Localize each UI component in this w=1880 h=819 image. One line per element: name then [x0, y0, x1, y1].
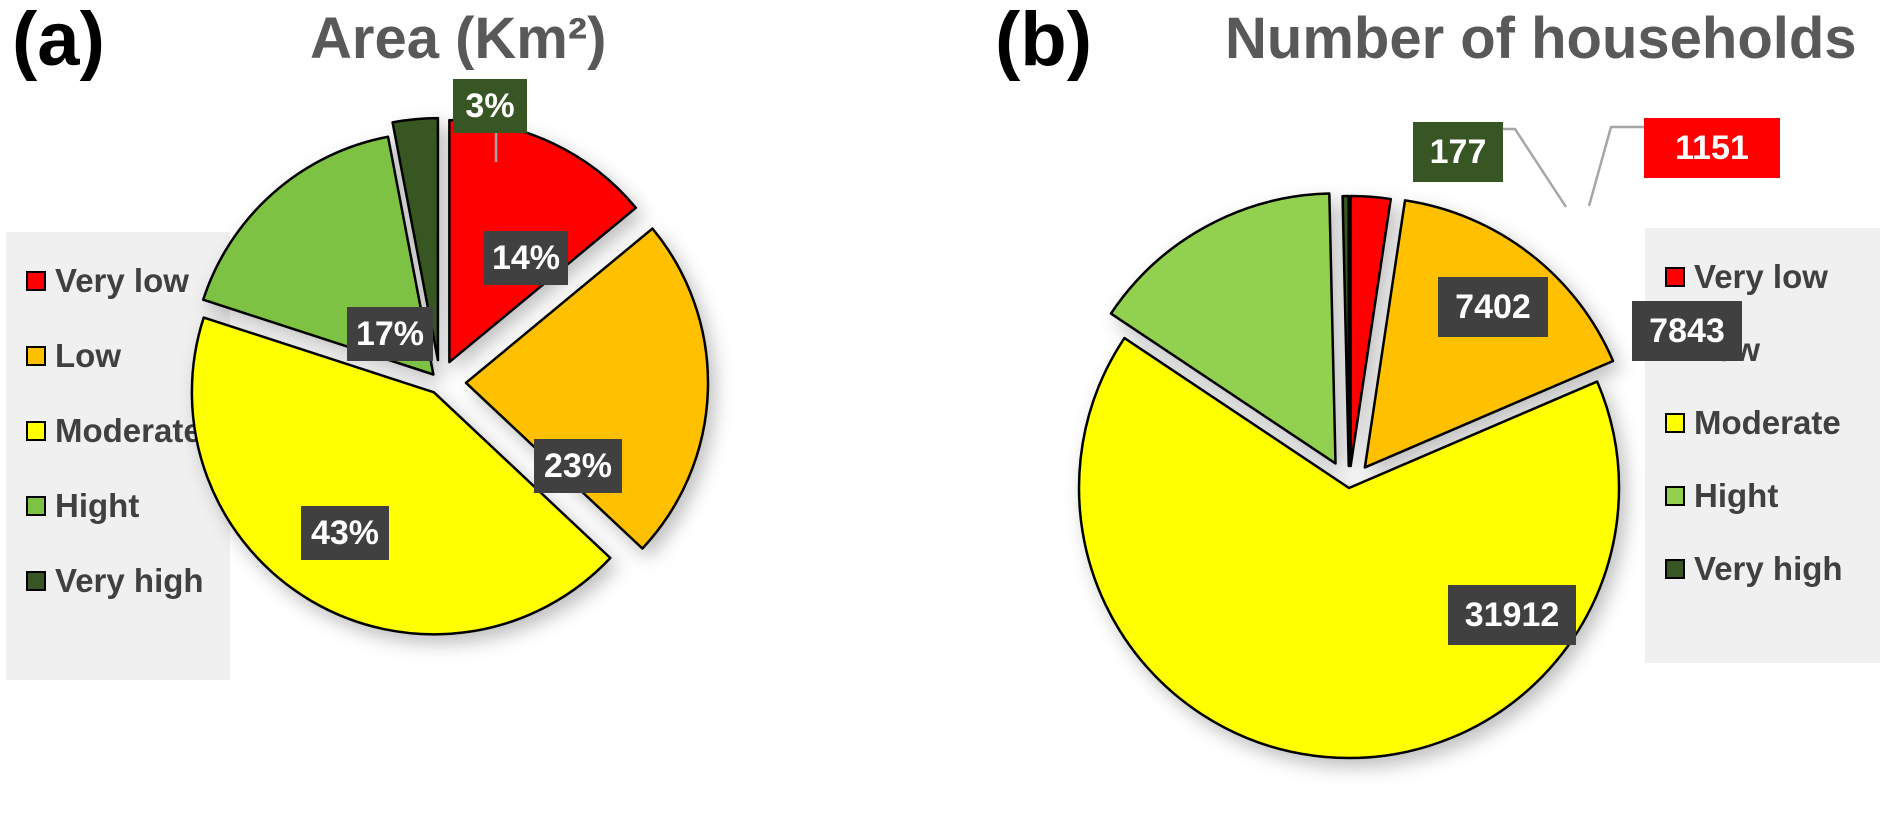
legend-swatch: [1665, 267, 1685, 287]
data-label-text: 1151: [1675, 129, 1749, 167]
data-label-box: [347, 307, 433, 361]
data-label-box: [534, 439, 622, 493]
panel-letter: (b): [995, 0, 1093, 82]
legend-item-hight: Hight: [1665, 477, 1778, 515]
pie-slice-very-high: [391, 116, 440, 362]
panel-letter: (a): [12, 0, 105, 82]
legend-swatch: [1665, 559, 1685, 579]
legend-label: Very low: [55, 262, 189, 299]
legend-label: Hight: [1694, 477, 1779, 514]
legend-item-very-high: Very high: [26, 562, 204, 600]
data-label-box: [1448, 585, 1576, 645]
legend-label: Low: [55, 337, 121, 374]
pie-chart-area: 14% 23% 43% 17% 3%: [190, 79, 710, 636]
data-label-text: 23%: [544, 447, 612, 485]
legend-label: Very high: [55, 562, 204, 599]
legend-swatch: [26, 346, 46, 366]
data-label-low: 7843: [1632, 301, 1742, 361]
legend-swatch: [26, 496, 46, 516]
pie-chart-households: 1151 7843 31912 7402 177: [1077, 118, 1780, 760]
pie-slice-moderate: [1077, 336, 1621, 760]
legend-item-very-low: Very low: [1665, 258, 1828, 296]
legend-item-very-low: Very low: [26, 262, 189, 300]
data-label-text: 177: [1430, 133, 1487, 171]
legend-label: Moderate: [55, 412, 202, 449]
legend: Very low Low Moderate Hight Very high: [6, 232, 230, 680]
data-label-moderate: 31912: [1448, 585, 1576, 645]
legend: Very low Low Moderate Hight Very high: [1645, 228, 1880, 663]
legend-label: Moderate: [1694, 404, 1841, 441]
pie-slice-very-low: [1349, 194, 1393, 468]
leader-line: [1503, 127, 1568, 208]
data-label-moderate: 43%: [301, 506, 389, 560]
legend-swatch: [1665, 413, 1685, 433]
pie-slice-hight: [1109, 192, 1337, 465]
data-label-text: 31912: [1465, 596, 1560, 634]
data-label-text: 3%: [465, 87, 514, 125]
leader-line: [1587, 125, 1644, 207]
data-label-box: [1632, 301, 1742, 361]
legend-swatch: [26, 571, 46, 591]
pie-slice-low: [464, 227, 710, 550]
data-label-very-high: 177: [1413, 122, 1568, 208]
chart-title: Area (Km²): [310, 6, 607, 71]
chart-title: Number of households: [1225, 6, 1857, 71]
data-label-text: 7402: [1455, 288, 1531, 326]
data-label-text: 17%: [356, 315, 424, 353]
legend-item-hight: Hight: [26, 487, 139, 525]
data-label-box: [1644, 118, 1780, 178]
data-label-low: 23%: [534, 439, 622, 493]
data-label-text: 7843: [1649, 312, 1725, 350]
pie-slice-very-high: [1341, 194, 1350, 468]
data-label-text: 14%: [492, 239, 560, 277]
chart-panel-a: (a) Area (Km²) Very low Low Moderate Hig…: [0, 0, 880, 819]
data-label-text: 43%: [311, 514, 379, 552]
legend-swatch: [26, 271, 46, 291]
legend-item-moderate: Moderate: [1665, 404, 1841, 442]
pie-plot-area: 1151 7843 31912 7402 177: [1077, 118, 1780, 760]
legend-label: Very low: [1694, 258, 1828, 295]
data-label-box: [1413, 122, 1503, 182]
legend-swatch: [1665, 486, 1685, 506]
legend-item-very-high: Very high: [1665, 550, 1843, 588]
legend-label: Very high: [1694, 550, 1843, 587]
pie-slice-moderate: [190, 316, 612, 636]
chart-panel-b: (b) Number of households Very low Low Mo…: [985, 0, 1880, 819]
data-label-box: [1438, 277, 1548, 337]
data-label-very-low: 1151: [1587, 118, 1780, 207]
data-label-box: [301, 506, 389, 560]
legend-item-low: Low: [26, 337, 121, 375]
data-label-box: [484, 231, 568, 285]
legend-swatch: [26, 421, 46, 441]
data-label-hight: 17%: [347, 307, 433, 361]
legend-label: Hight: [55, 487, 140, 524]
data-label-very-high: 3%: [453, 79, 527, 162]
data-label-very-low: 14%: [484, 231, 568, 285]
legend-item-moderate: Moderate: [26, 412, 202, 450]
data-label-box: [453, 79, 527, 133]
data-label-hight: 7402: [1438, 277, 1548, 337]
